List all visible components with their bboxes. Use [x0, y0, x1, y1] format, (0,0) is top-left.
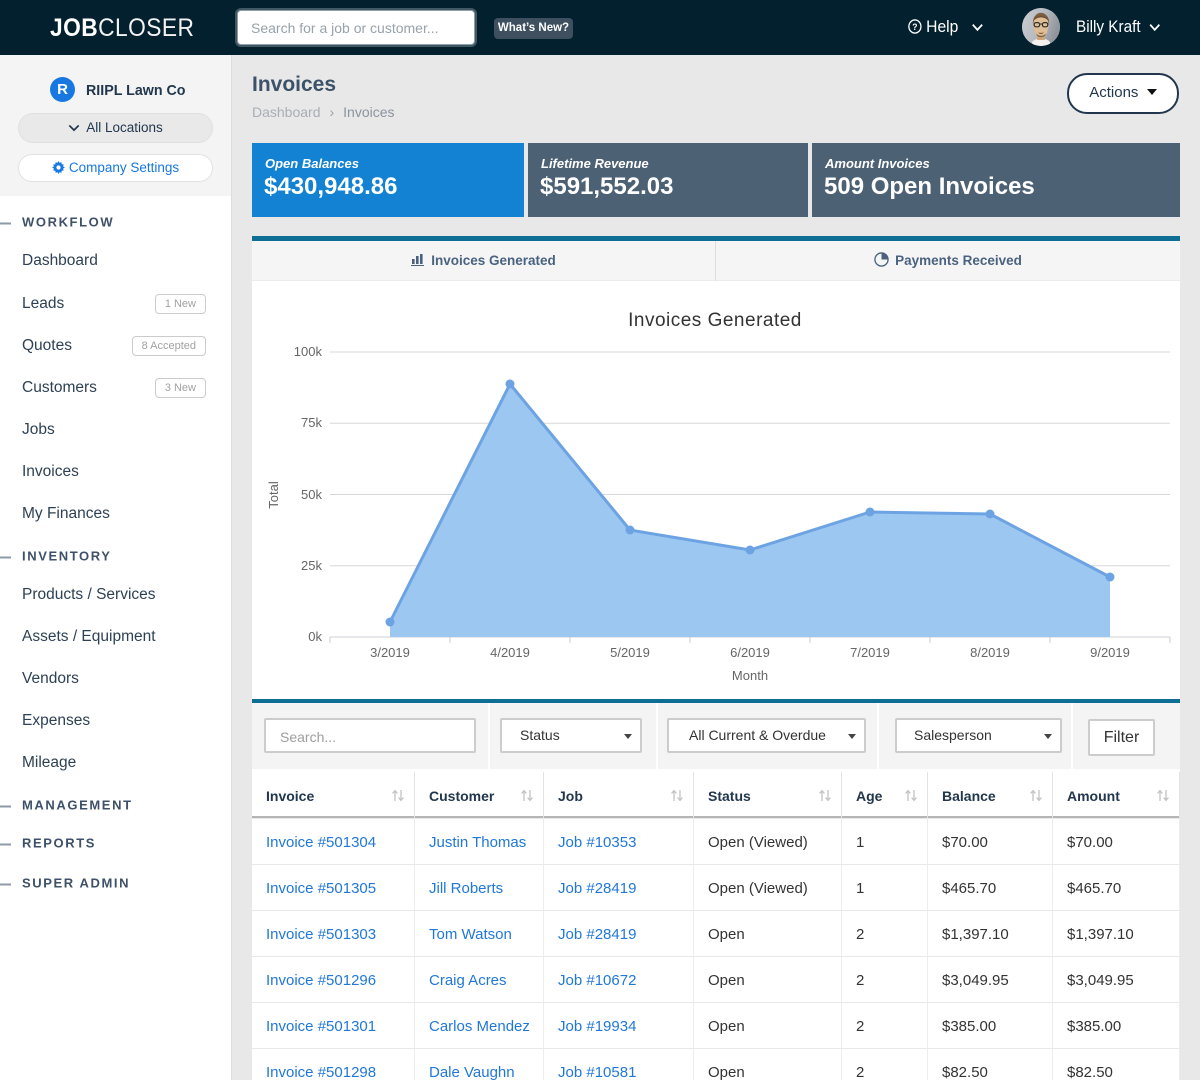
svg-text:?: ? [912, 22, 917, 32]
svg-text:50k: 50k [301, 487, 322, 502]
svg-text:75k: 75k [301, 415, 322, 430]
svg-text:0k: 0k [308, 629, 322, 644]
svg-text:Total: Total [266, 481, 281, 509]
svg-text:7/2019: 7/2019 [850, 645, 890, 660]
svg-text:4/2019: 4/2019 [490, 645, 530, 660]
svg-text:9/2019: 9/2019 [1090, 645, 1130, 660]
svg-text:8/2019: 8/2019 [970, 645, 1010, 660]
svg-text:Month: Month [732, 668, 768, 683]
svg-text:5/2019: 5/2019 [610, 645, 650, 660]
svg-text:3/2019: 3/2019 [370, 645, 410, 660]
svg-text:6/2019: 6/2019 [730, 645, 770, 660]
svg-text:Invoices Generated: Invoices Generated [628, 310, 802, 331]
svg-text:100k: 100k [294, 344, 323, 359]
svg-text:25k: 25k [301, 558, 322, 573]
